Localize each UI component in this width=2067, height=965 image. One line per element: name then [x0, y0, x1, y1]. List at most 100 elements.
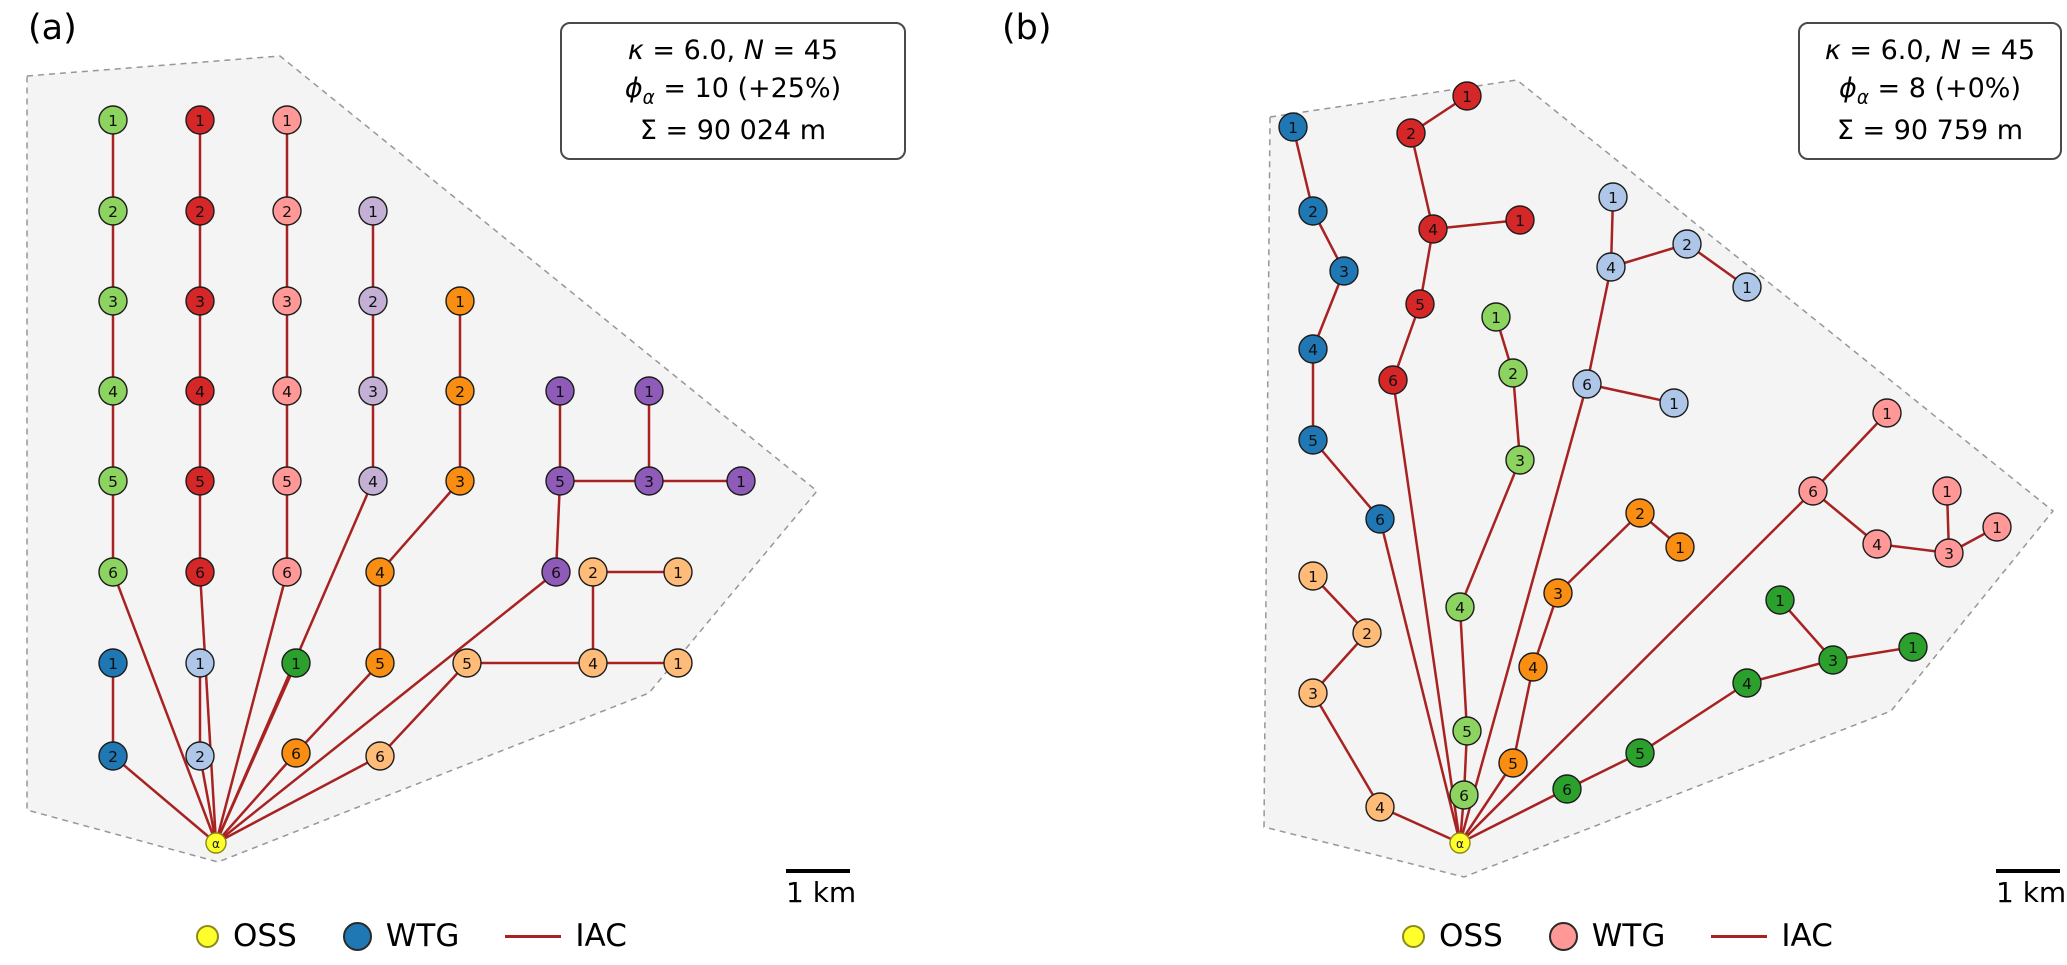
wtg-node-label: 1	[291, 655, 301, 673]
wtg-node	[1934, 538, 1964, 568]
legend-item-wtg: WTG	[1548, 918, 1666, 954]
wtg-node-label: 4	[1375, 799, 1385, 817]
wtg-node	[98, 741, 128, 771]
iac-edge	[1312, 439, 1381, 520]
iac-edge	[1459, 490, 1814, 844]
wtg-node-label: 2	[195, 748, 205, 766]
wtg-node	[1732, 668, 1762, 698]
wtg-node	[1481, 302, 1511, 332]
wtg-node	[1598, 182, 1628, 212]
wtg-node	[445, 466, 475, 496]
wtg-node-label: 1	[1675, 539, 1685, 557]
wtg-node	[578, 648, 608, 678]
wtg-node	[1765, 585, 1795, 615]
iac-edge	[1639, 681, 1748, 755]
wtg-node	[1518, 652, 1548, 682]
iac-edge	[1311, 692, 1382, 808]
wtg-node-label: 6	[282, 564, 292, 582]
wtg-node-label: 4	[375, 564, 385, 582]
wtg-node	[545, 376, 575, 406]
panel-b-legend: OSS WTG IAC	[1402, 918, 1879, 954]
wtg-node-label: 1	[673, 564, 683, 582]
wtg-node	[1498, 748, 1528, 778]
wtg-legend-label: WTG	[385, 918, 460, 954]
wtg-node	[98, 105, 128, 135]
wtg-node	[1418, 214, 1448, 244]
wtg-node-label: 4	[108, 383, 118, 401]
wtg-node-label: 1	[195, 655, 205, 673]
wtg-node-label: 3	[644, 473, 654, 491]
wtg-node-label: 2	[1682, 236, 1692, 254]
legend-item-wtg: WTG	[342, 918, 460, 954]
wtg-node	[1659, 388, 1689, 418]
wtg-node	[634, 466, 664, 496]
wtg-node-label: 1	[1775, 592, 1785, 610]
wtg-node-label: 3	[1944, 545, 1954, 563]
wtg-node-label: 5	[195, 473, 205, 491]
wtg-legend-icon	[342, 921, 372, 951]
wtg-node	[98, 286, 128, 316]
wtg-node-label: 2	[455, 383, 465, 401]
wtg-node-label: 4	[1742, 675, 1752, 693]
wtg-node-label: 6	[291, 745, 301, 763]
wtg-node	[1543, 578, 1573, 608]
iac-edge	[215, 571, 557, 844]
wtg-node-label: 6	[551, 564, 561, 582]
wtg-legend-icon	[1548, 921, 1578, 951]
iac-edge	[1459, 787, 1568, 845]
wtg-node	[1572, 369, 1602, 399]
wtg-node	[1298, 561, 1328, 591]
panel-a-label: (a)	[28, 8, 77, 48]
wtg-node	[1378, 365, 1408, 395]
iac-edge	[112, 755, 217, 844]
wtg-node	[1625, 738, 1655, 768]
wtg-node	[1798, 476, 1828, 506]
oss-node	[205, 832, 227, 854]
wtg-node	[1365, 504, 1395, 534]
wtg-node	[365, 648, 395, 678]
iac-edge	[1586, 382, 1675, 405]
wtg-node	[1505, 205, 1535, 235]
wtg-node	[578, 557, 608, 587]
wtg-node	[272, 466, 302, 496]
oss-legend-label: OSS	[1439, 918, 1503, 954]
wtg-node	[185, 741, 215, 771]
wtg-node-label: 2	[1406, 125, 1416, 143]
wtg-node-label: 6	[108, 564, 118, 582]
wtg-node	[1665, 532, 1695, 562]
wtg-node	[358, 196, 388, 226]
wtg-node-label: 1	[1515, 212, 1525, 230]
wtg-node-label: 1	[1742, 279, 1752, 297]
wtg-node	[663, 557, 693, 587]
wtg-legend-label: WTG	[1591, 918, 1666, 954]
wtg-node-label: 6	[1562, 781, 1572, 799]
iac-legend-label: IAC	[575, 918, 627, 954]
wtg-node-label: 1	[1608, 189, 1618, 207]
wtg-node-label: 6	[375, 748, 385, 766]
oss-legend-icon	[1402, 924, 1425, 948]
wtg-node-label: 4	[1606, 259, 1616, 277]
wtg-node-label: 6	[1582, 376, 1592, 394]
wtg-node-label: 5	[108, 473, 118, 491]
wtg-node-label: 1	[108, 655, 118, 673]
iac-legend-label: IAC	[1781, 918, 1833, 954]
iac-edge	[198, 571, 218, 844]
wtg-node	[1298, 678, 1328, 708]
wtg-node-label: 1	[108, 112, 118, 130]
info-line-kappa-n: κ = 6.0, N = 45	[627, 35, 839, 66]
wtg-node-label: 1	[1308, 568, 1318, 586]
wtg-node-label: 2	[195, 203, 205, 221]
panel-b-label: (b)	[1002, 8, 1052, 48]
wtg-node	[185, 286, 215, 316]
wtg-node	[1278, 112, 1308, 142]
iac-edge	[1746, 658, 1834, 685]
wtg-node-label: 1	[195, 112, 205, 130]
wtg-node	[1505, 445, 1535, 475]
info-line-kappa-n: κ = 6.0, N = 45	[1824, 35, 2036, 66]
wtg-node-label: 4	[1308, 341, 1318, 359]
wtg-node	[1452, 716, 1482, 746]
wtg-node-label: 5	[1462, 723, 1472, 741]
scalebar-label: 1 km	[786, 876, 857, 909]
iac-edge	[295, 662, 381, 754]
